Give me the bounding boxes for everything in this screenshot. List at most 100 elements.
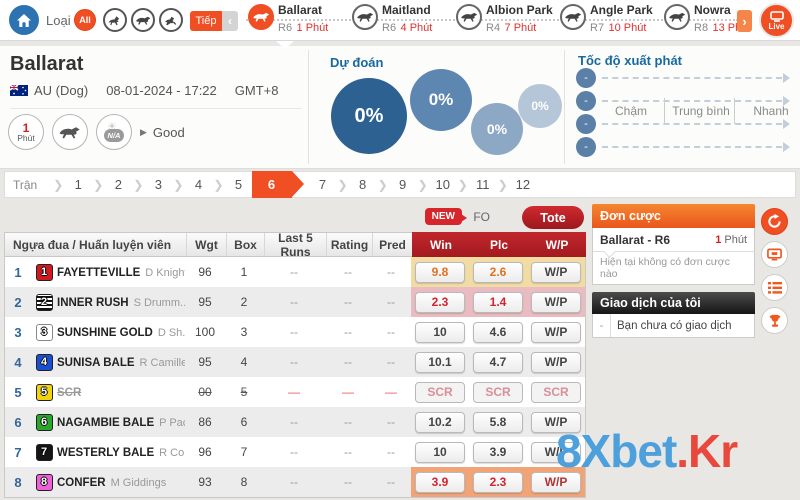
scroll-right-button[interactable]: › <box>737 10 752 32</box>
pred-cell: -- <box>387 445 395 459</box>
divider <box>308 50 309 164</box>
runner-cell: CONFER M Giddings <box>57 473 185 491</box>
tab-race-9[interactable]: 9 <box>399 177 407 192</box>
tab-race-1[interactable]: 1 <box>74 177 82 192</box>
race-tab-ballarat[interactable]: Ballarat R6 1 Phút <box>248 3 328 36</box>
header-box: Box <box>226 233 264 256</box>
race-tab-maitland[interactable]: Maitland R6 4 Phút <box>352 3 432 36</box>
win-odds-button[interactable]: 10 <box>415 441 465 463</box>
race-tab-albion-park[interactable]: Albion Park R4 7 Phút <box>456 3 553 36</box>
race-tab-angle-park[interactable]: Angle Park R7 10 Phút <box>560 3 653 36</box>
table-row: 4 4 SUNISA BALE R Camilleri 95 4 -- -- --… <box>5 347 585 377</box>
plc-odds-button[interactable]: 2.6 <box>473 261 523 283</box>
win-odds-button[interactable]: 10.1 <box>415 351 465 373</box>
win-odds-button[interactable]: 2.3 <box>415 291 465 313</box>
tab-race-8[interactable]: 8 <box>358 177 367 192</box>
wp-odds-button[interactable]: W/P <box>531 351 581 373</box>
box-badge: 4 <box>31 353 57 371</box>
tab-race-2[interactable]: 2 <box>114 177 122 192</box>
scroll-left-button[interactable]: ‹ <box>222 11 238 31</box>
tab-race-7[interactable]: 7 <box>318 177 327 192</box>
tab-race-3[interactable]: 3 <box>154 177 163 192</box>
wp-odds-button[interactable]: W/P <box>531 441 581 463</box>
type-label: Loại <box>46 13 71 28</box>
wp-odds-button[interactable]: W/P <box>531 261 581 283</box>
plc-odds-button[interactable]: 2.3 <box>473 471 523 493</box>
plc-odds-button[interactable]: 4.6 <box>473 321 523 343</box>
tab-race-12[interactable]: 12 <box>515 177 531 192</box>
rating-cell: -- <box>344 265 352 279</box>
box-badge-number: 7 <box>35 443 53 461</box>
tab-race-4[interactable]: 4 <box>194 177 203 192</box>
filter-all-button[interactable]: All <box>74 9 96 31</box>
filter-harness-button[interactable] <box>159 8 183 32</box>
transactions-panel: Giao dịch của tôi - Bạn chưa có giao dịc… <box>592 292 755 338</box>
header-wgt: Wgt <box>186 233 226 256</box>
odds-cells: 10.1 4.7 W/P <box>411 347 585 377</box>
race-meta: AU (Dog) 08-01-2024 - 17:22 GMT+8 <box>10 83 279 98</box>
win-odds-button[interactable]: 10 <box>415 321 465 343</box>
page-title: Ballarat <box>10 53 84 75</box>
transactions-empty-message: Bạn chưa có giao dịch <box>617 319 732 332</box>
win-odds-button[interactable]: 3.9 <box>415 471 465 493</box>
table-row-scratched: 5 5 SCR 00 5 — — — SCR SCR SCR <box>5 377 585 407</box>
weather-badge: ☀ N/A <box>96 114 132 150</box>
transactions-row: - Bạn chưa có giao dịch <box>592 314 755 338</box>
speed-label-medium: Trung bình <box>672 104 730 118</box>
trainer-name: R Col... <box>159 447 185 459</box>
arrow-right-icon: ▶ <box>140 126 147 137</box>
refresh-button[interactable] <box>761 208 788 235</box>
betslip-race-countdown: 1 Phút <box>715 233 747 246</box>
arrow-head-icon <box>783 96 790 106</box>
weight-cell: 100 <box>194 325 216 339</box>
runner-cell: WESTERLY BALE R Col... <box>57 443 185 461</box>
arrow-head-icon <box>783 142 790 152</box>
chevron-separator: ❯ <box>53 177 64 192</box>
race-number: R8 <box>694 21 709 34</box>
live-button[interactable]: Live <box>759 3 794 38</box>
tote-toggle[interactable]: Tote <box>522 206 584 229</box>
win-odds-button[interactable]: 9.8 <box>415 261 465 283</box>
win-odds-button[interactable]: 10.2 <box>415 411 465 433</box>
trainer-name: D Sh... <box>157 327 185 339</box>
runner-cell: SUNISA BALE R Camilleri <box>57 353 185 371</box>
race-name: Nowra <box>694 3 731 17</box>
next-races-button[interactable]: Tiếp <box>190 11 222 31</box>
home-button[interactable] <box>9 5 39 35</box>
sun-icon: ☀ <box>107 121 117 133</box>
plc-odds-button[interactable]: 3.9 <box>473 441 523 463</box>
plc-odds-button[interactable]: 4.7 <box>473 351 523 373</box>
tab-race-10[interactable]: 10 <box>435 177 450 192</box>
win-odds-button: SCR <box>415 381 465 403</box>
wp-odds-button[interactable]: W/P <box>531 291 581 313</box>
wp-odds-button[interactable]: W/P <box>531 321 581 343</box>
tab-race-5[interactable]: 5 <box>234 177 243 192</box>
prediction-title: Dự đoán <box>330 55 384 70</box>
header-wp: W/P <box>545 237 569 252</box>
chevron-separator: ❯ <box>457 177 468 192</box>
race-number-tabs: Trận ❯ 1 ❯ 2 ❯ 3 ❯ 4 ❯ 5 6 7 ❯ 8 ❯ 9 ❯ 1… <box>4 171 796 198</box>
video-button[interactable] <box>761 241 788 268</box>
runner-cell: SCR <box>57 383 185 401</box>
plc-odds-button[interactable]: 1.4 <box>473 291 523 313</box>
filter-greyhound-button[interactable] <box>131 8 155 32</box>
odds-cells: 9.8 2.6 W/P <box>411 257 585 287</box>
wp-odds-button[interactable]: W/P <box>531 411 581 433</box>
wp-odds-button[interactable]: W/P <box>531 471 581 493</box>
arrow-head-icon <box>783 73 790 83</box>
speed-row: - <box>576 68 792 88</box>
new-badge: NEW <box>424 208 468 225</box>
tab-race-11[interactable]: 11 <box>476 177 490 192</box>
fo-toggle[interactable]: FO <box>473 210 490 224</box>
race-status-icons: 1 Phút ☀ N/A ▶ Good <box>8 114 185 150</box>
filter-horse-button[interactable] <box>103 8 127 32</box>
results-trophy-button[interactable] <box>761 307 788 334</box>
box-cell: 8 <box>240 475 248 489</box>
weight-cell: 00 <box>198 385 212 399</box>
tab-race-6-selected[interactable]: 6 <box>251 171 304 198</box>
results-list-button[interactable] <box>761 274 788 301</box>
plc-odds-button[interactable]: 5.8 <box>473 411 523 433</box>
betslip-race-row: Ballarat - R6 1 Phút <box>593 228 754 252</box>
chevron-separator: ❯ <box>337 177 348 192</box>
odds-cells: 3.9 2.3 W/P <box>411 467 585 497</box>
